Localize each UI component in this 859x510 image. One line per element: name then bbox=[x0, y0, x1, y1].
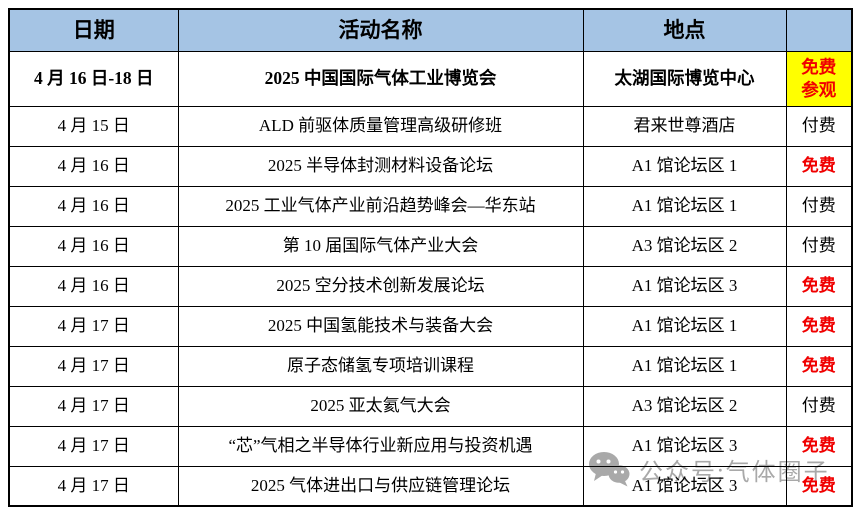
event-cell: 2025 空分技术创新发展论坛 bbox=[177, 265, 584, 307]
fee-cell: 付费 bbox=[785, 385, 853, 427]
location-cell: 太湖国际博览中心 bbox=[582, 50, 787, 107]
event-cell: 2025 半导体封测材料设备论坛 bbox=[177, 145, 584, 187]
fee-cell: 免费 bbox=[785, 465, 853, 507]
fee-cell: 免费 bbox=[785, 345, 853, 387]
location-cell: A1 馆论坛区 1 bbox=[582, 185, 787, 227]
table-row: 4 月 15 日 ALD 前驱体质量管理高级研修班 君来世尊酒店 付费 bbox=[8, 105, 853, 147]
location-cell: 君来世尊酒店 bbox=[582, 105, 787, 147]
table-row: 4 月 16 日 2025 空分技术创新发展论坛 A1 馆论坛区 3 免费 bbox=[8, 265, 853, 307]
table-row: 4 月 16 日 2025 工业气体产业前沿趋势峰会—华东站 A1 馆论坛区 1… bbox=[8, 185, 853, 227]
event-cell: 2025 气体进出口与供应链管理论坛 bbox=[177, 465, 584, 507]
fee-cell: 免费 bbox=[785, 425, 853, 467]
table-row: 4 月 17 日 原子态储氢专项培训课程 A1 馆论坛区 1 免费 bbox=[8, 345, 853, 387]
fee-cell: 免费 bbox=[785, 145, 853, 187]
fee-cell: 付费 bbox=[785, 105, 853, 147]
header-fee bbox=[785, 8, 853, 52]
fee-cell: 付费 bbox=[785, 225, 853, 267]
event-schedule-table: 日期 活动名称 地点 4 月 16 日-18 日 2025 中国国际气体工业博览… bbox=[8, 8, 853, 507]
header-location: 地点 bbox=[582, 8, 787, 52]
fee-cell: 免费参观 bbox=[785, 50, 853, 107]
date-cell: 4 月 16 日-18 日 bbox=[8, 50, 179, 107]
location-cell: A1 馆论坛区 1 bbox=[582, 345, 787, 387]
table-row: 4 月 17 日 2025 亚太氦气大会 A3 馆论坛区 2 付费 bbox=[8, 385, 853, 427]
location-cell: A1 馆论坛区 3 bbox=[582, 265, 787, 307]
date-cell: 4 月 17 日 bbox=[8, 425, 179, 467]
location-cell: A3 馆论坛区 2 bbox=[582, 385, 787, 427]
event-cell: 2025 工业气体产业前沿趋势峰会—华东站 bbox=[177, 185, 584, 227]
event-cell: 2025 亚太氦气大会 bbox=[177, 385, 584, 427]
date-cell: 4 月 17 日 bbox=[8, 465, 179, 507]
date-cell: 4 月 17 日 bbox=[8, 385, 179, 427]
location-cell: A1 馆论坛区 3 bbox=[582, 465, 787, 507]
event-cell: 第 10 届国际气体产业大会 bbox=[177, 225, 584, 267]
fee-cell: 付费 bbox=[785, 185, 853, 227]
location-cell: A1 馆论坛区 1 bbox=[582, 305, 787, 347]
table-row: 4 月 17 日 2025 中国氢能技术与装备大会 A1 馆论坛区 1 免费 bbox=[8, 305, 853, 347]
table-row: 4 月 17 日 2025 气体进出口与供应链管理论坛 A1 馆论坛区 3 免费 bbox=[8, 465, 853, 507]
event-cell: ALD 前驱体质量管理高级研修班 bbox=[177, 105, 584, 147]
header-event: 活动名称 bbox=[177, 8, 584, 52]
fee-cell: 免费 bbox=[785, 265, 853, 307]
date-cell: 4 月 16 日 bbox=[8, 185, 179, 227]
header-date: 日期 bbox=[8, 8, 179, 52]
event-cell: “芯”气相之半导体行业新应用与投资机遇 bbox=[177, 425, 584, 467]
table-row: 4 月 17 日 “芯”气相之半导体行业新应用与投资机遇 A1 馆论坛区 3 免… bbox=[8, 425, 853, 467]
event-cell: 2025 中国氢能技术与装备大会 bbox=[177, 305, 584, 347]
location-cell: A1 馆论坛区 3 bbox=[582, 425, 787, 467]
date-cell: 4 月 16 日 bbox=[8, 225, 179, 267]
table-row: 4 月 16 日 2025 半导体封测材料设备论坛 A1 馆论坛区 1 免费 bbox=[8, 145, 853, 187]
date-cell: 4 月 17 日 bbox=[8, 345, 179, 387]
date-cell: 4 月 15 日 bbox=[8, 105, 179, 147]
location-cell: A1 馆论坛区 1 bbox=[582, 145, 787, 187]
event-cell: 原子态储氢专项培训课程 bbox=[177, 345, 584, 387]
table-header-row: 日期 活动名称 地点 bbox=[8, 8, 853, 52]
table-row: 4 月 16 日-18 日 2025 中国国际气体工业博览会 太湖国际博览中心 … bbox=[8, 50, 853, 107]
fee-cell: 免费 bbox=[785, 305, 853, 347]
location-cell: A3 馆论坛区 2 bbox=[582, 225, 787, 267]
event-cell: 2025 中国国际气体工业博览会 bbox=[177, 50, 584, 107]
date-cell: 4 月 16 日 bbox=[8, 265, 179, 307]
date-cell: 4 月 16 日 bbox=[8, 145, 179, 187]
date-cell: 4 月 17 日 bbox=[8, 305, 179, 347]
table-row: 4 月 16 日 第 10 届国际气体产业大会 A3 馆论坛区 2 付费 bbox=[8, 225, 853, 267]
